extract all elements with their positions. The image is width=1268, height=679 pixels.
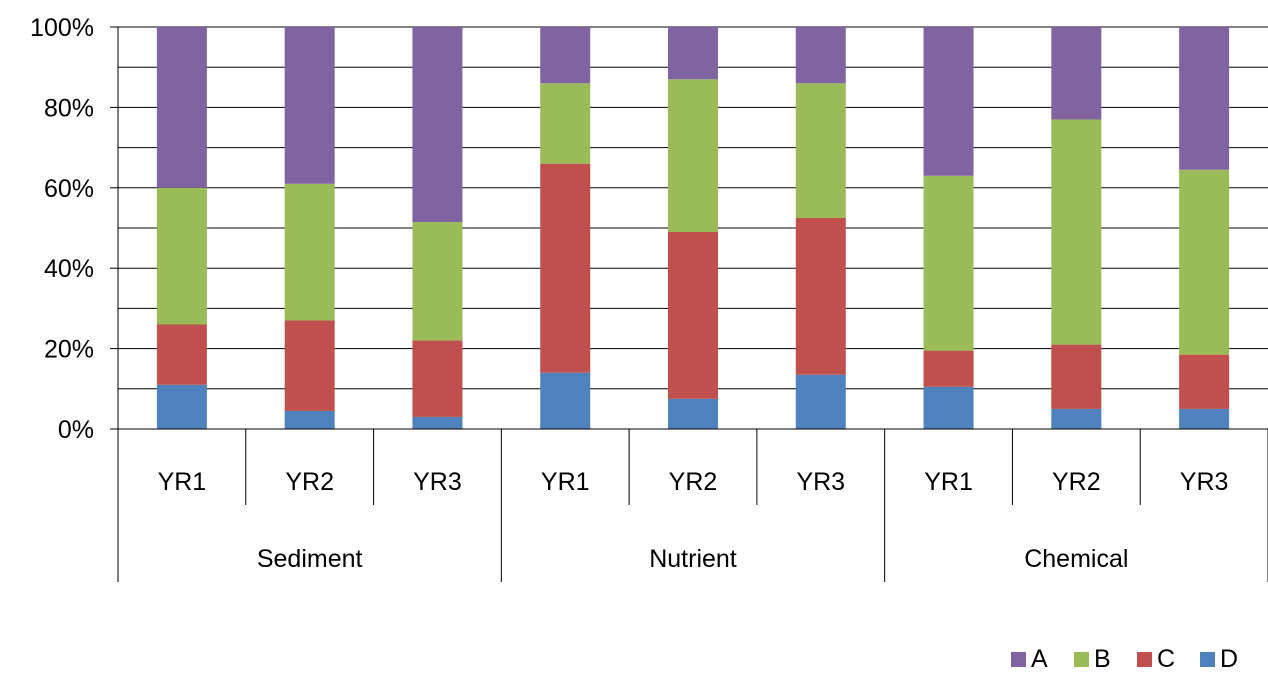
bar-segment-a	[923, 27, 974, 176]
bar-segment-a	[1179, 27, 1230, 170]
bars	[156, 27, 1230, 429]
legend-swatch-d	[1200, 652, 1215, 667]
bar-segment-a	[156, 27, 207, 188]
x-category-label: YR3	[796, 468, 845, 496]
x-axis-categories: YR1 YR2 YR3 YR1 YR2 YR3 YR1 YR2 YR3 Sediment Nutri…	[117, 429, 1268, 582]
y-tick-label: 80%	[44, 94, 94, 122]
bar-segment-c	[156, 324, 207, 385]
bar-segment-a	[795, 27, 846, 84]
bar-segment-a	[284, 27, 335, 184]
legend-label: C	[1157, 645, 1175, 673]
bar-segment-b	[156, 187, 207, 325]
bar-segment-b	[923, 175, 974, 351]
x-group-label: Nutrient	[649, 545, 737, 573]
bar-segment-c	[795, 217, 846, 375]
bar-segment-c	[412, 340, 463, 417]
bar-segment-c	[668, 232, 718, 399]
bar-segment-d	[540, 372, 591, 429]
bar-segment-d	[156, 384, 207, 429]
bar-segment-a	[1051, 27, 1102, 120]
y-tick-label: 40%	[44, 255, 94, 283]
bar-segment-b	[1051, 119, 1102, 345]
bar-segment-b	[1179, 169, 1230, 355]
bar-segment-a	[668, 27, 718, 80]
bar-segment-d	[795, 374, 846, 429]
x-category-label: YR2	[285, 468, 334, 496]
bar-segment-d	[923, 386, 974, 429]
bar-segment-c	[540, 163, 591, 373]
y-tick-label: 100%	[30, 14, 94, 42]
y-tick-label: 20%	[44, 336, 94, 364]
legend-swatch-b	[1074, 652, 1089, 667]
bar-segment-c	[923, 350, 974, 387]
x-category-label: YR3	[413, 468, 462, 496]
legend-label: B	[1094, 645, 1111, 673]
bar-segment-b	[795, 83, 846, 218]
x-category-label: YR1	[158, 468, 207, 496]
x-category-label: YR2	[1052, 468, 1101, 496]
x-group-label: Chemical	[1024, 545, 1128, 573]
legend-label: A	[1031, 645, 1048, 673]
axes	[117, 27, 1268, 430]
x-category-label: YR3	[1180, 468, 1229, 496]
bar-segment-d	[668, 398, 718, 429]
legend-label: D	[1220, 645, 1238, 673]
legend-swatch-c	[1137, 652, 1152, 667]
bar-segment-b	[540, 83, 591, 164]
bar-segment-c	[1051, 344, 1102, 409]
bar-segment-d	[1179, 408, 1230, 429]
bar-segment-b	[412, 221, 463, 341]
bar-segment-a	[412, 27, 463, 222]
bar-segment-b	[284, 183, 335, 321]
y-tick-label: 0%	[58, 416, 94, 444]
bar-segment-c	[284, 320, 335, 411]
x-group-label: Sediment	[257, 545, 363, 573]
bar-segment-b	[668, 79, 718, 233]
bar-segment-c	[1179, 354, 1230, 409]
y-tick-label: 60%	[44, 175, 94, 203]
legend-swatch-a	[1011, 652, 1026, 667]
bar-segment-a	[540, 27, 591, 84]
y-axis-ticks: 0% 20% 40% 60% 80% 100%	[30, 14, 118, 444]
bar-segment-d	[284, 410, 335, 429]
x-category-label: YR1	[541, 468, 590, 496]
legend: A B C D	[1011, 645, 1238, 673]
bar-segment-d	[1051, 408, 1102, 429]
bar-segment-d	[412, 416, 463, 429]
x-category-label: YR1	[924, 468, 973, 496]
x-category-label: YR2	[669, 468, 718, 496]
